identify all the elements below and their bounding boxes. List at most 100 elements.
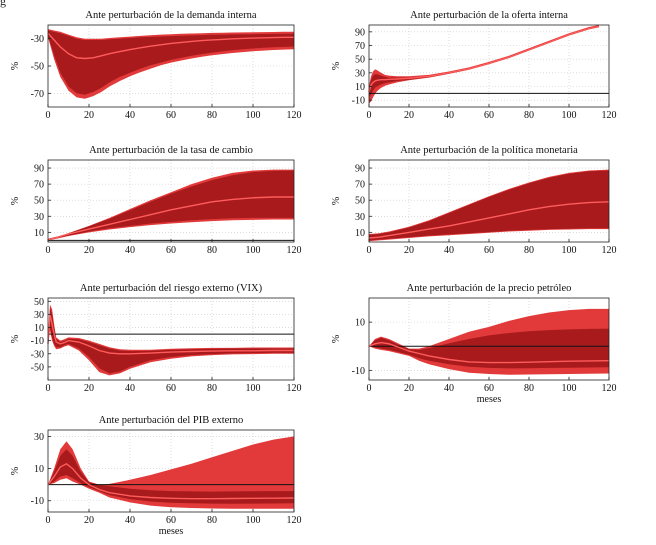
x-tick-label: 40 [444, 245, 454, 256]
x-axis-label: meses [477, 394, 502, 405]
y-tick-label: 10 [34, 464, 44, 475]
x-tick-label: 80 [524, 383, 534, 394]
median-line [368, 201, 610, 239]
x-tick-label: 120 [602, 110, 617, 121]
x-tick-label: 100 [246, 110, 261, 121]
median-line [368, 341, 610, 364]
x-tick-label: 60 [484, 245, 494, 256]
y-tick-label: 10 [34, 228, 44, 239]
median-line [368, 25, 600, 93]
panel-1: 0 20 40 60 80 100 120 -30 -50 -70 Ante perturbació… [10, 10, 302, 121]
chart-title: Ante perturbación de la oferta interna [410, 10, 568, 21]
panel-2: 0 20 40 60 80 100 120 90 70 50 30 10 -10 Ante perturb… [331, 10, 617, 121]
x-tick-label: 20 [404, 383, 414, 394]
x-tick-label: 120 [287, 110, 302, 121]
x-tick-label: 100 [246, 515, 261, 526]
x-tick-label: 80 [207, 515, 217, 526]
x-tick-label: 20 [84, 245, 94, 256]
x-tick-label: 60 [484, 383, 494, 394]
x-tick-label: 120 [602, 383, 617, 394]
band-inner [48, 170, 294, 241]
y-tick-label: 50 [355, 55, 365, 66]
y-tick-label: 10 [355, 82, 365, 93]
y-axis-label: % [10, 62, 21, 70]
band-inner [48, 30, 294, 95]
y-tick-label: -30 [31, 34, 44, 45]
x-tick-label: 120 [287, 245, 302, 256]
y-tick-label: -50 [31, 62, 44, 73]
y-tick-label: -10 [31, 336, 44, 347]
x-tick-label: 60 [166, 245, 176, 256]
x-tick-label: 0 [46, 110, 51, 121]
x-tick-label: 60 [166, 383, 176, 394]
x-tick-label: 0 [46, 515, 51, 526]
chart-title: Ante perturbación de la tasa de cambio [89, 145, 253, 156]
median-line [47, 32, 294, 60]
x-tick-label: 80 [207, 383, 217, 394]
x-axis-label: meses [159, 526, 184, 537]
x-tick-label: 60 [166, 515, 176, 526]
y-tick-label: 90 [355, 27, 365, 38]
x-tick-label: 20 [404, 110, 414, 121]
x-tick-label: 20 [84, 110, 94, 121]
x-tick-label: 0 [46, 245, 51, 256]
x-tick-label: 40 [125, 515, 135, 526]
y-tick-label: 70 [34, 180, 44, 191]
x-tick-label: 100 [562, 245, 577, 256]
panel-3: 0 20 40 60 80 100 120 90 70 50 30 10 Ante perturbaci… [10, 145, 302, 256]
panel-7: 0 20 40 60 80 100 120 30 10 -10 Ante perturbación … [10, 415, 302, 537]
x-tick-label: 0 [46, 383, 51, 394]
x-tick-label: 80 [207, 245, 217, 256]
chart-title: Ante perturbación del riesgo externo (VI… [80, 283, 263, 294]
x-tick-label: 20 [84, 515, 94, 526]
x-tick-label: 80 [524, 110, 534, 121]
y-axis-label: % [331, 197, 342, 205]
x-tick-label: 120 [602, 245, 617, 256]
y-axis-label: % [331, 335, 342, 343]
figure-label: g [0, 0, 6, 8]
x-tick-label: 100 [246, 383, 261, 394]
y-tick-label: 30 [355, 212, 365, 223]
x-tick-label: 40 [125, 110, 135, 121]
y-tick-label: 30 [34, 432, 44, 443]
chart-title: Ante perturbación de la precio petróleo [407, 283, 572, 294]
y-tick-label: -70 [31, 89, 44, 100]
y-axis-label: % [331, 62, 342, 70]
x-tick-label: 40 [444, 383, 454, 394]
y-tick-label: 50 [355, 196, 365, 207]
x-tick-label: 100 [562, 110, 577, 121]
x-tick-label: 100 [562, 383, 577, 394]
y-tick-label: 10 [34, 323, 44, 334]
panel-5: 0 20 40 60 80 100 120 50 30 10 -10 -30 -50 Ante pertu… [10, 283, 302, 394]
x-tick-label: 0 [367, 110, 372, 121]
x-tick-label: 120 [287, 383, 302, 394]
band-inner [48, 307, 294, 374]
y-tick-label: -30 [31, 349, 44, 360]
y-tick-label: 30 [34, 212, 44, 223]
y-tick-label: -50 [31, 362, 44, 373]
y-tick-label: 70 [355, 41, 365, 52]
y-axis-label: % [10, 335, 21, 343]
y-tick-label: 70 [355, 180, 365, 191]
x-tick-label: 60 [166, 110, 176, 121]
x-tick-label: 40 [125, 383, 135, 394]
x-tick-label: 80 [524, 245, 534, 256]
y-axis-label: % [10, 197, 21, 205]
band-inner [369, 170, 609, 241]
band-inner [369, 328, 609, 369]
y-tick-label: -10 [31, 496, 44, 507]
y-tick-label: 50 [34, 297, 44, 308]
x-tick-label: 40 [444, 110, 454, 121]
y-tick-label: 30 [34, 310, 44, 321]
x-tick-label: 20 [404, 245, 414, 256]
band-inner [48, 449, 294, 504]
x-tick-label: 60 [484, 110, 494, 121]
x-tick-label: 20 [84, 383, 94, 394]
y-tick-label: 30 [355, 68, 365, 79]
panel-4: 0 20 40 60 80 100 120 90 70 50 30 10 Ante perturbaci… [331, 145, 617, 256]
y-tick-label: 10 [355, 318, 365, 329]
chart-title: Ante perturbación de la política monetar… [400, 145, 578, 156]
x-tick-label: 0 [367, 245, 372, 256]
